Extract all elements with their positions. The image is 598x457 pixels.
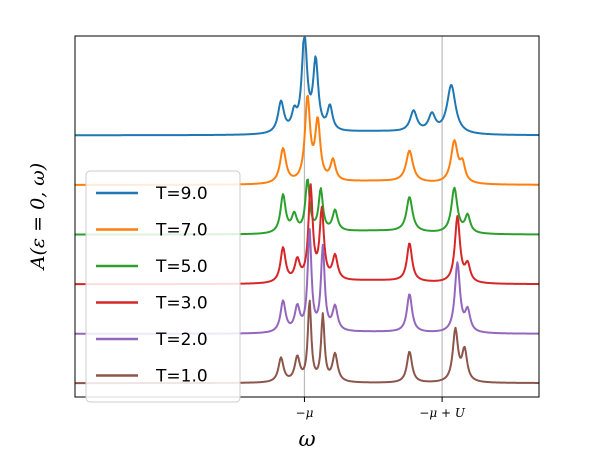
legend: T=9.0 T=7.0 T=5.0 T=3.0 T=2.0 T=1.0 [85,170,241,403]
legend-label: T=2.0 [155,330,208,350]
legend-label: T=9.0 [155,184,208,204]
x-axis-ticks: −μ −μ + U [296,397,466,420]
legend-label: T=5.0 [155,257,208,277]
y-axis-label: A(ε = 0, ω) [27,163,49,271]
legend-label: T=3.0 [155,294,208,314]
series-line-t-9-0 [74,36,540,137]
plot-frame [74,35,540,398]
legend-label: T=7.0 [155,221,208,241]
legend-label: T=1.0 [155,367,208,387]
x-axis-label: ω [298,427,315,451]
x-tick-label-1: −μ + U [419,406,466,420]
x-tick-label-0: −μ [296,406,314,420]
